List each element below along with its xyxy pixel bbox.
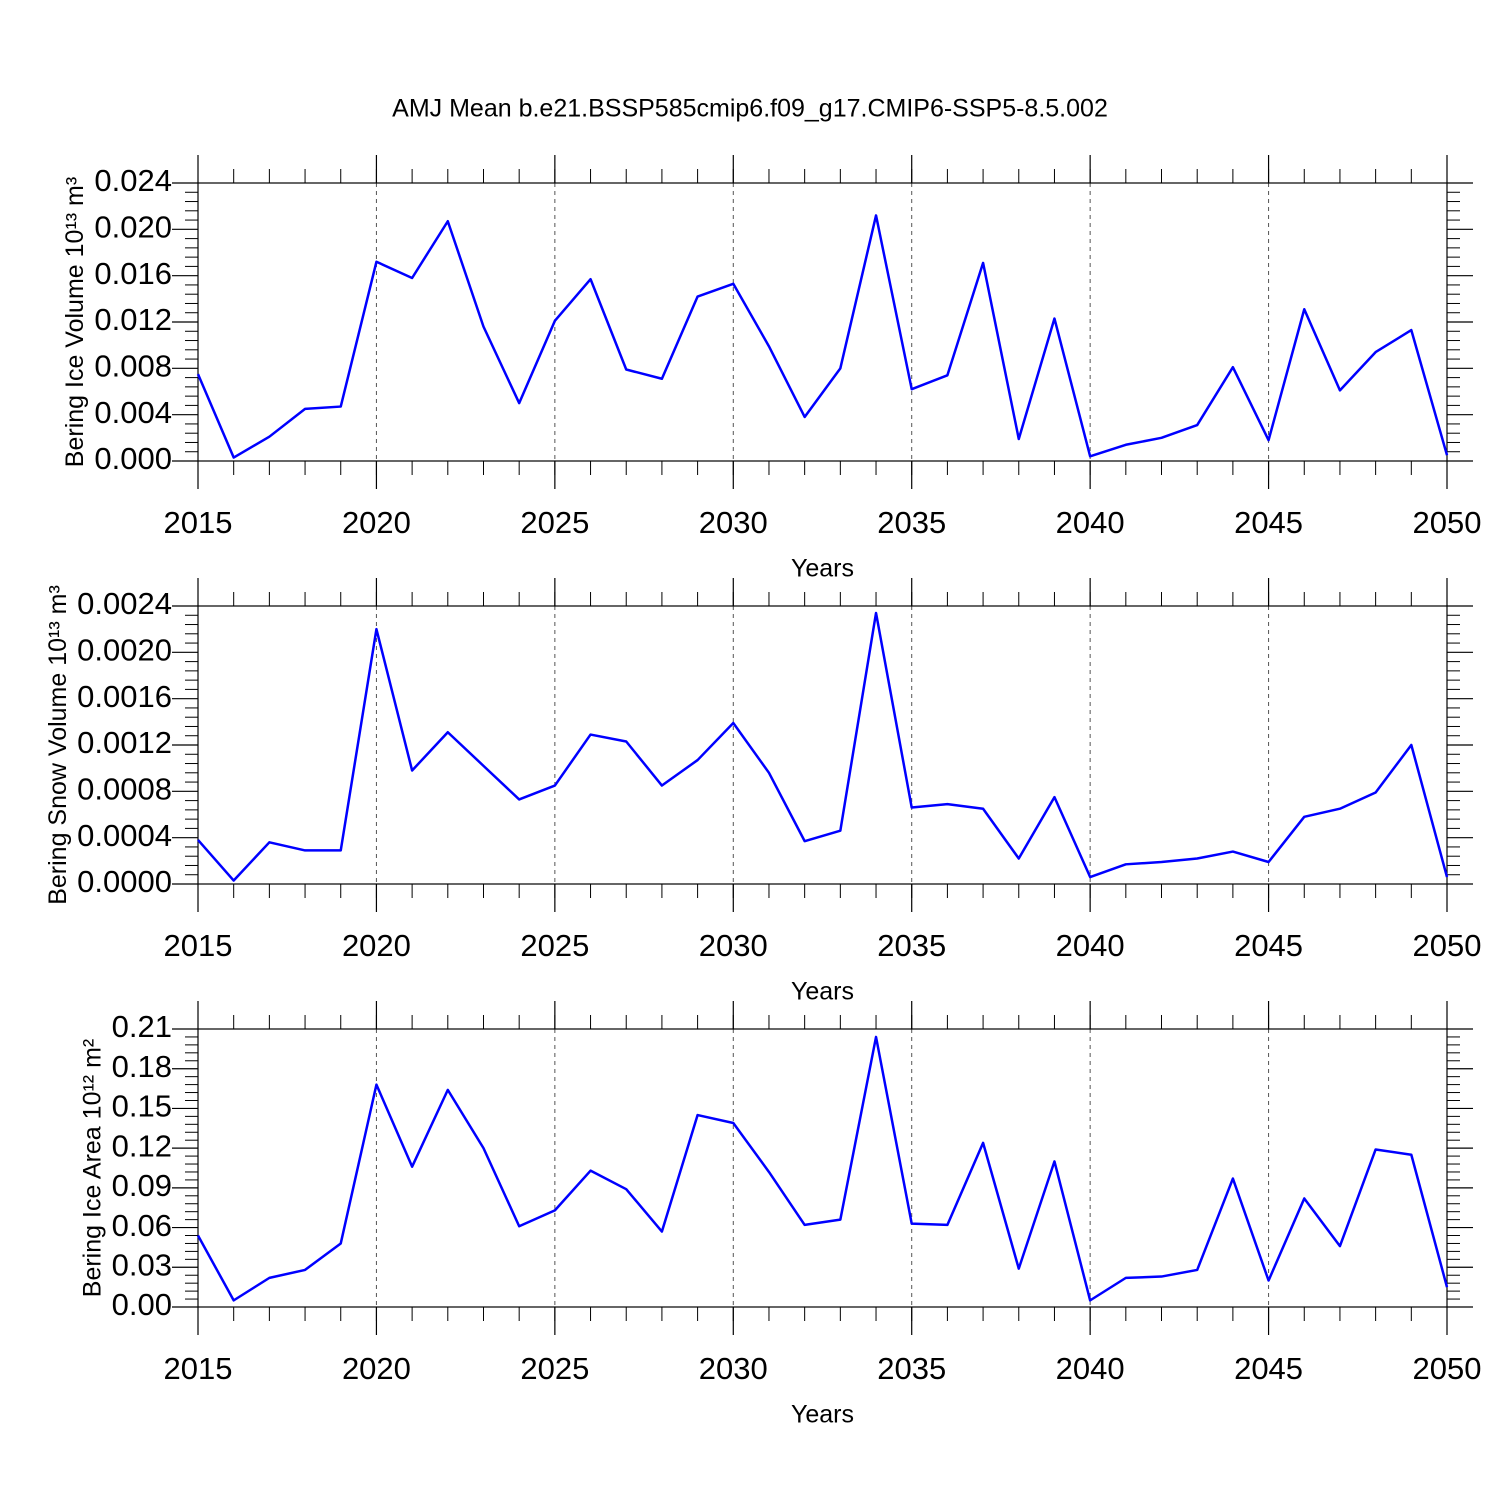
x-tick-label: 2040 (1056, 1351, 1125, 1386)
x-tick-label: 2045 (1234, 505, 1303, 540)
x-tick-label: 2030 (699, 1351, 768, 1386)
y-tick-label: 0.21 (112, 1009, 172, 1044)
x-tick-label: 2035 (877, 928, 946, 963)
y-tick-label: 0.020 (94, 210, 172, 245)
x-tick-label: 2025 (520, 1351, 589, 1386)
y-tick-label: 0.0024 (77, 586, 172, 621)
x-tick-label: 2040 (1056, 505, 1125, 540)
data-line (196, 1035, 1449, 1302)
x-tick-label: 2020 (342, 928, 411, 963)
x-tick-label: 2045 (1234, 1351, 1303, 1386)
y-axis-label: Bering Ice Area 10¹² m² (78, 1039, 106, 1297)
y-tick-label: 0.09 (112, 1168, 172, 1203)
y-tick-label: 0.12 (112, 1128, 172, 1163)
y-tick-label: 0.0012 (77, 725, 172, 760)
y-tick-label: 0.06 (112, 1208, 172, 1243)
x-axis-label: Years (791, 555, 854, 583)
data-line (197, 611, 1449, 882)
x-tick-label: 2035 (877, 1351, 946, 1386)
y-axis-label: Bering Snow Volume 10¹³ m³ (44, 585, 72, 905)
x-tick-label: 2015 (164, 505, 233, 540)
x-axis-label: Years (791, 1401, 854, 1429)
x-tick-label: 2025 (520, 928, 589, 963)
x-tick-label: 2035 (877, 505, 946, 540)
x-axis-label: Years (791, 978, 854, 1006)
x-tick-label: 2025 (520, 505, 589, 540)
x-tick-label: 2050 (1413, 505, 1482, 540)
y-tick-label: 0.0004 (77, 818, 172, 853)
x-tick-label: 2020 (342, 505, 411, 540)
x-tick-label: 2050 (1413, 928, 1482, 963)
y-tick-label: 0.024 (94, 163, 172, 198)
x-tick-label: 2030 (699, 505, 768, 540)
figure-title: AMJ Mean b.e21.BSSP585cmip6.f09_g17.CMIP… (392, 95, 1108, 123)
y-tick-label: 0.004 (94, 395, 172, 430)
x-tick-label: 2040 (1056, 928, 1125, 963)
y-tick-label: 0.18 (112, 1049, 172, 1084)
y-tick-label: 0.012 (94, 302, 172, 337)
y-tick-label: 0.00 (112, 1287, 172, 1322)
y-tick-label: 0.03 (112, 1247, 172, 1282)
x-tick-label: 2030 (699, 928, 768, 963)
y-tick-label: 0.0016 (77, 679, 172, 714)
plot-frame (197, 182, 1448, 462)
x-tick-label: 2020 (342, 1351, 411, 1386)
plot-frame (197, 1028, 1448, 1308)
y-tick-label: 0.0020 (77, 633, 172, 668)
y-tick-label: 0.000 (94, 441, 172, 476)
y-tick-label: 0.0000 (77, 864, 172, 899)
y-tick-label: 0.016 (94, 256, 172, 291)
y-tick-label: 0.008 (94, 349, 172, 384)
y-axis-label: Bering Ice Volume 10¹³ m³ (61, 177, 89, 467)
data-line (196, 214, 1449, 459)
y-tick-label: 0.15 (112, 1089, 172, 1124)
x-tick-label: 2045 (1234, 928, 1303, 963)
x-tick-label: 2015 (164, 1351, 233, 1386)
plot-frame (197, 605, 1448, 885)
y-tick-label: 0.0008 (77, 772, 172, 807)
x-tick-label: 2050 (1413, 1351, 1482, 1386)
x-tick-label: 2015 (164, 928, 233, 963)
